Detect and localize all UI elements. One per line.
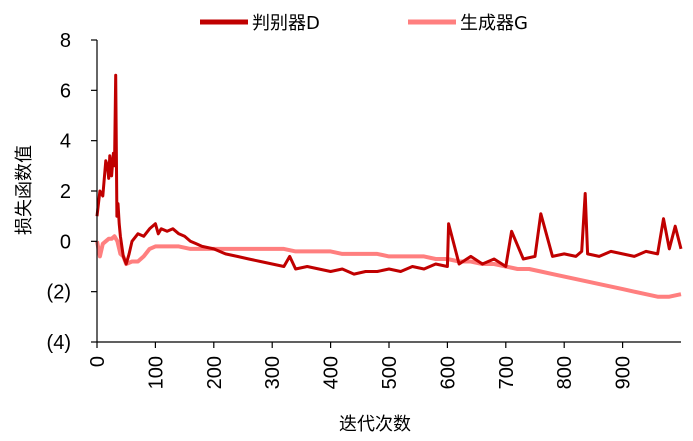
x-tick-label: 0 [87, 356, 109, 367]
y-tick-label: 6 [60, 80, 71, 102]
y-tick-label: (2) [47, 282, 71, 304]
x-tick-label: 600 [437, 356, 459, 389]
legend: 判别器D 生成器G [200, 13, 528, 34]
y-tick-label: 4 [60, 131, 71, 153]
series-line-discriminator [95, 73, 683, 276]
y-tick-label: 2 [60, 181, 71, 203]
y-tick-label: (4) [47, 332, 71, 354]
x-tick-label: 300 [262, 356, 284, 389]
y-tick-label: 0 [60, 231, 71, 253]
legend-label-generator: 生成器G [460, 13, 528, 34]
y-axis-title: 损失函数值 [14, 145, 35, 235]
x-tick-label: 900 [613, 356, 635, 389]
series-layer [95, 73, 683, 299]
x-axis-title: 迭代次数 [339, 414, 411, 435]
legend-label-discriminator: 判别器D [252, 13, 320, 34]
x-tick-label: 400 [321, 356, 343, 389]
x-tick-label: 200 [204, 356, 226, 389]
x-axis: 0 100 200 300 400 500 600 700 800 900 [87, 341, 681, 389]
y-tick-label: 8 [60, 30, 71, 52]
x-tick-label: 800 [554, 356, 576, 389]
x-tick-label: 500 [379, 356, 401, 389]
y-axis: (4) (2) 0 2 4 6 8 [47, 30, 98, 354]
x-tick-label: 700 [496, 356, 518, 389]
series-line-generator [95, 234, 682, 299]
x-tick-label: 100 [145, 356, 167, 389]
